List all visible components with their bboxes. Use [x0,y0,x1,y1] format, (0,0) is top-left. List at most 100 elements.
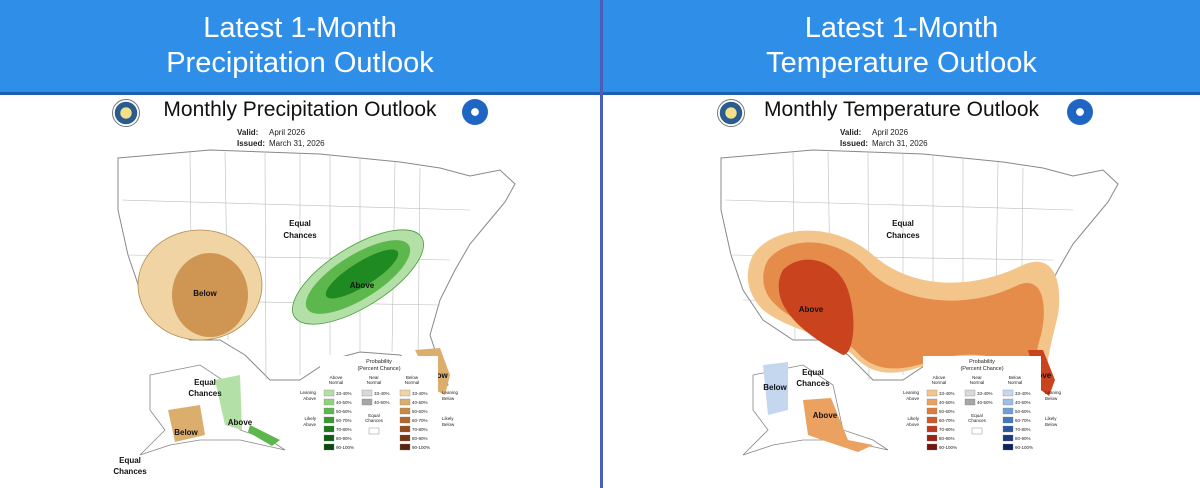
legend-swatch-above [926,398,938,406]
label-equal-chances-2: Chances [886,231,920,240]
issued-value: March 31, 2026 [872,139,928,148]
temperature-header: Latest 1-Month Temperature Outlook [603,0,1200,95]
doc-seal-icon [717,99,745,127]
legend-swatch-below [399,425,411,433]
label-below-ak: Below [174,428,198,437]
precipitation-header: Latest 1-Month Precipitation Outlook [0,0,600,95]
legend-range-label: 80-90% [336,436,352,441]
legend-range-label: 60-70% [412,418,428,423]
legend-column-header: Above [933,375,946,380]
legend-side-label: Above [303,396,316,401]
legend-column-header: Near [369,375,379,380]
legend-range-label: 60-70% [939,418,955,423]
legend-swatch-below [1002,389,1014,397]
legend-swatch-above [323,407,335,415]
legend-range-label: 33-40% [374,391,390,396]
temperature-map-title: Monthly Temperature Outlook [763,98,1040,121]
legend-box [320,356,438,452]
label-above: Above [350,281,375,290]
legend-range-label: 33-40% [939,391,955,396]
legend-title: Probability [366,359,392,365]
legend-title: (Percent Chance) [960,366,1003,372]
legend-column-header: Near [972,375,982,380]
legend-side-label: Below [442,422,455,427]
valid-value: April 2026 [269,128,306,137]
alaska-below-region [168,405,205,442]
temperature-legend: Probability(Percent Chance)AboveNormalNe… [903,356,1062,452]
label-below-ak: Below [763,383,787,392]
legend-range-label: 40-50% [374,400,390,405]
legend-range-label: 50-60% [1015,409,1031,414]
above-region-inner [325,249,399,299]
legend-swatch-above [926,434,938,442]
legend-swatch-above [926,425,938,433]
legend-range-label: 80-90% [412,436,428,441]
legend-swatch-equal [971,427,983,435]
issued-label: Issued: [840,139,869,148]
issued-value: March 31, 2026 [269,139,325,148]
label-above-ak: Above [228,418,253,427]
legend-range-label: 50-60% [336,409,352,414]
legend-range-label: 80-90% [1015,436,1031,441]
legend-side-label: Leaning [1045,390,1062,395]
legend-side-label: Leaning [300,390,317,395]
temperature-header-line2: Temperature Outlook [766,47,1037,79]
precipitation-panel: Latest 1-Month Precipitation Outlook Mon… [0,0,600,476]
alaska-above-region [803,398,873,452]
legend-side-label: Above [906,396,919,401]
legend-swatch-below [1002,407,1014,415]
legend-column-header: Normal [970,380,985,385]
valid-label: Valid: [237,128,259,137]
legend-range-label: 50-60% [939,409,955,414]
legend-swatch-above [926,416,938,424]
legend-range-label: 33-40% [977,391,993,396]
legend-swatch-below [1002,416,1014,424]
legend-swatch-below [399,407,411,415]
legend-range-label: 70-80% [412,427,428,432]
legend-equal-chances: Equal [971,413,983,418]
label-equal-chances-ak2-2: Chances [113,467,147,476]
legend-swatch-near [361,389,373,397]
precipitation-header-line1: Latest 1-Month [203,12,397,44]
temperature-valid-block: Valid: April 2026 Issued: March 31, 2026 [840,127,928,149]
legend-range-label: 80-90% [939,436,955,441]
legend-equal-chances: Chances [365,418,384,423]
legend-range-label: 33-40% [1015,391,1031,396]
noaa-logo-icon [1067,99,1093,125]
legend-range-label: 40-50% [412,400,428,405]
legend-swatch-above [323,443,335,451]
legend-column-header: Normal [1008,380,1023,385]
label-equal-chances-1: Equal [892,219,914,228]
legend-range-label: 50-60% [412,409,428,414]
legend-range-label: 90-100% [1015,445,1033,450]
legend-swatch-below [399,416,411,424]
issued-label: Issued: [237,139,266,148]
legend-range-label: 33-40% [336,391,352,396]
valid-value: April 2026 [872,128,909,137]
legend-range-label: 60-70% [336,418,352,423]
legend-column-header: Normal [405,380,420,385]
legend-swatch-near [361,398,373,406]
legend-swatch-below [1002,425,1014,433]
legend-swatch-above [926,443,938,451]
panel-divider [600,0,603,488]
alaska-above-region [215,375,242,430]
legend-column-header: Below [406,375,419,380]
legend-title: (Percent Chance) [357,366,400,372]
precipitation-header-line2: Precipitation Outlook [166,47,434,79]
legend-range-label: 90-100% [412,445,430,450]
legend-range-label: 90-100% [336,445,354,450]
temperature-header-line1: Latest 1-Month [804,12,999,44]
legend-swatch-below [1002,443,1014,451]
legend-equal-chances: Chances [968,418,987,423]
legend-column-header: Normal [932,380,947,385]
legend-column-header: Normal [367,380,382,385]
legend-side-label: Below [1045,422,1058,427]
label-equal-chances-ak-1: Equal [194,378,216,387]
legend-swatch-below [1002,434,1014,442]
legend-swatch-near [964,398,976,406]
legend-box [923,356,1041,452]
label-equal-chances-ak2-1: Equal [119,456,141,465]
legend-swatch-above [323,434,335,442]
legend-swatch-equal [368,427,380,435]
